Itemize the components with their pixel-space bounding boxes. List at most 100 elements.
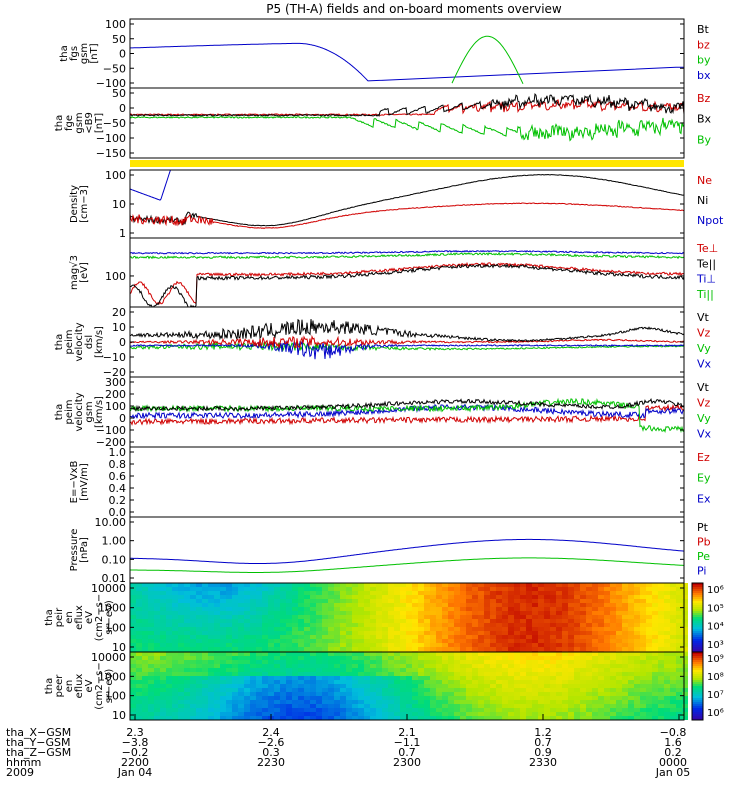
legend-entry: Bx [697, 113, 712, 126]
legend-entry: bx [697, 69, 711, 82]
y-tick-label: 200 [105, 388, 126, 401]
legend-entry: Pb [697, 536, 711, 549]
legend-entry: Vy [697, 412, 711, 425]
colorbar-tick: 10⁷ [707, 690, 724, 701]
spectrogram-peir_spec [130, 583, 688, 655]
y-label-line: <B9 [84, 112, 95, 134]
colorbar-tick: 10⁸ [707, 672, 724, 683]
x-row-label: tha_Y−GSM [6, 736, 70, 749]
x-tick-label: −0.2 [122, 746, 149, 759]
x-tick-label: 2300 [393, 756, 421, 769]
series-line-pressure [130, 538, 684, 564]
x-row-label: hhmm [6, 756, 41, 769]
y-tick-label: 0 [119, 412, 126, 425]
y-label-line: peim [64, 399, 75, 424]
y-tick-label: −100 [96, 132, 126, 145]
x-tick-label: 1.2 [534, 726, 552, 739]
y-tick-label: 1 [119, 227, 126, 240]
y-tick-label: 20 [112, 306, 126, 319]
legend-entry: Vy [697, 342, 711, 355]
y-tick-label: 0.4 [109, 482, 127, 495]
panel-frame [129, 18, 685, 89]
series-line-temp [130, 249, 684, 255]
colorbar-peer_spec: 10⁹ 10⁸ 10⁷ 10⁶ [691, 651, 724, 721]
y-label-line: tha [59, 45, 70, 61]
series-line-velocity_gsm [130, 398, 684, 412]
y-tick-label: 0.0 [109, 506, 127, 519]
y-label-line: E=−VxB [69, 461, 80, 504]
panel-frame [129, 237, 685, 308]
x-row-label: 2009 [6, 766, 34, 779]
y-tick-label: 1.0 [109, 446, 127, 459]
colorbar-tick: 10⁶ [707, 708, 724, 719]
y-label-line: gsm [79, 43, 90, 64]
y-label-line: fge [64, 115, 75, 131]
series-line-fgs [451, 35, 524, 85]
y-tick-label: 10000 [91, 651, 126, 664]
x-tick-label: 0000 [659, 756, 687, 769]
colorbar-tick: 10⁹ [707, 654, 724, 665]
panel-frame [129, 446, 685, 518]
panel-temp: 100 mag√3 [eV] Te⊥ Te|| Ti⊥ Ti|| [69, 237, 718, 308]
y-tick-label: 0 [119, 102, 126, 115]
y-label-line: dsl [84, 335, 95, 349]
colorbar-tick: 10⁶ [707, 585, 724, 596]
y-label-line: mag√3 [69, 255, 80, 290]
y-tick-label: 100 [105, 621, 126, 634]
legend-entry: By [697, 133, 712, 146]
y-tick-label: 10 [112, 709, 126, 722]
legend-entry: Npot [697, 214, 724, 227]
x-tick-label: −3.8 [122, 736, 149, 749]
series-line-velocity_gsm [130, 397, 684, 434]
panel-frame [129, 169, 685, 239]
y-label-line: peim [64, 329, 75, 354]
y-tick-label: 0.2 [109, 494, 127, 507]
y-label-line: [nT] [89, 43, 100, 63]
legend-entry: Pe [697, 550, 710, 563]
y-tick-label: 1000 [98, 602, 126, 615]
legend-entry: Te|| [696, 257, 716, 270]
y-label-line: (cm2−s− [94, 662, 105, 709]
x-tick-label: 0.9 [534, 746, 552, 759]
y-tick-label: −50 [103, 62, 126, 75]
y-tick-label: 10 [112, 321, 126, 334]
y-label-line: peer [54, 674, 65, 698]
legend-entry: Ni [697, 194, 708, 207]
x-tick-label: 0.3 [262, 746, 280, 759]
y-label-line: eV [84, 679, 95, 692]
legend-entry: Ti⊥ [696, 273, 716, 286]
y-tick-label: 100 [105, 690, 126, 703]
y-tick-label: 50 [112, 33, 126, 46]
y-axis-label: tha peim velocity gsm [km/s] [54, 392, 105, 431]
legend-entry: by [697, 54, 711, 67]
series-line-fgs [130, 42, 684, 82]
legend-entry: Vt [697, 381, 710, 394]
y-tick-label: 1.00 [102, 535, 127, 548]
series-line-density [130, 173, 684, 227]
legend-entry: Pt [697, 521, 709, 534]
y-label-line: tha [54, 404, 65, 420]
plot-title: P5 (TH-A) fields and on-board moments ov… [266, 2, 562, 16]
y-label-line: gsm [84, 401, 95, 422]
y-label-line: eflux [74, 605, 85, 630]
y-label-line: [nPa] [79, 537, 90, 563]
x-tick-label: −0.8 [660, 726, 687, 739]
y-tick-label: 300 [105, 376, 126, 389]
y-label-line: en [64, 611, 75, 624]
y-label-line: (cm2−s− [94, 594, 105, 641]
y-tick-label: 10 [112, 641, 126, 654]
y-axis-label: E=−VxB [mV/m] [69, 461, 90, 504]
series-line-velocity_dsl [130, 318, 684, 343]
y-label-line: eV [84, 611, 95, 624]
x-tick-label: 1.6 [664, 736, 682, 749]
y-label-line: [nT] [94, 113, 105, 133]
series-line-velocity_dsl [130, 334, 684, 350]
y-tick-label: −150 [96, 147, 126, 160]
y-label-line: [mV/m] [79, 463, 90, 501]
y-tick-label: 0 [119, 336, 126, 349]
y-label-line: peir [54, 607, 65, 627]
